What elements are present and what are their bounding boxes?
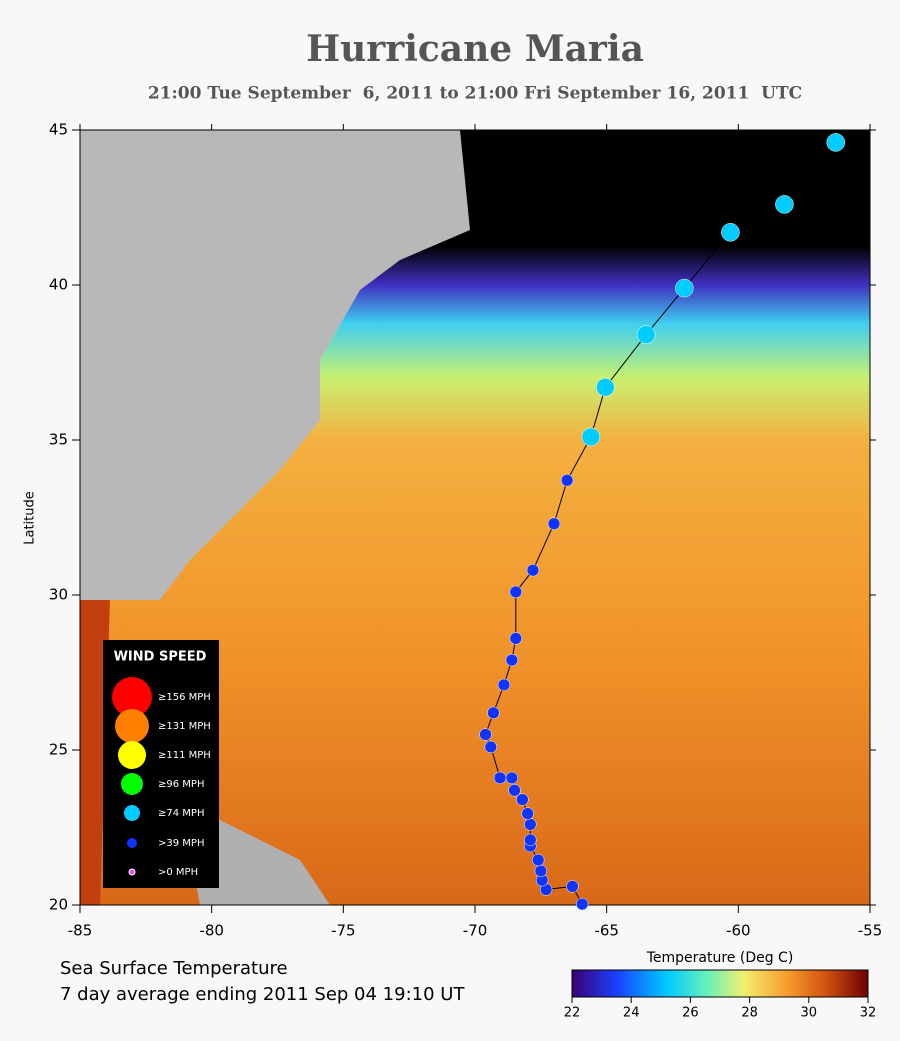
colorbar <box>571 969 869 998</box>
track-point <box>521 807 534 820</box>
track-point <box>547 517 561 530</box>
x-tick-label: -85 <box>68 922 93 940</box>
track-point <box>524 833 537 847</box>
track-point <box>575 897 589 911</box>
track-point <box>721 223 740 242</box>
legend-label: ≥131 MPH <box>158 721 211 732</box>
track-point <box>675 278 694 298</box>
legend-label: ≥156 MPH <box>158 692 211 703</box>
subtitle: 21:00 Tue September 6, 2011 to 21:00 Fri… <box>148 84 802 104</box>
y-tick-label: 20 <box>49 896 68 914</box>
track-point <box>479 728 492 741</box>
legend-label: ≥96 MPH <box>158 779 204 790</box>
x-tick-label: -55 <box>858 922 883 940</box>
legend-swatch <box>115 709 149 743</box>
legend-swatch <box>128 868 136 876</box>
track-point <box>509 585 523 599</box>
x-tick-label: -80 <box>199 922 224 940</box>
track-point <box>560 474 574 487</box>
legend-swatch <box>127 838 137 848</box>
track-point <box>566 880 579 893</box>
legend-label: >0 MPH <box>158 867 198 878</box>
track-point <box>531 853 545 867</box>
track-point <box>526 563 540 577</box>
x-tick-label: -65 <box>594 922 619 940</box>
legend-swatch <box>121 773 143 795</box>
track-point <box>505 771 519 785</box>
caption-line: Sea Surface Temperature <box>60 958 288 979</box>
cuba-coast <box>80 600 110 905</box>
land <box>80 130 470 600</box>
legend-label: ≥111 MPH <box>158 750 211 761</box>
y-tick-label: 25 <box>49 741 68 759</box>
legend-swatch <box>124 805 140 821</box>
x-tick-label: -75 <box>331 922 356 940</box>
track-point <box>826 133 846 152</box>
y-tick-label: 40 <box>49 276 68 294</box>
track-point <box>484 740 498 754</box>
track-point <box>636 325 656 344</box>
track-point <box>487 706 500 720</box>
legend-swatch <box>112 677 152 717</box>
colorbar-tick-label: 32 <box>860 1006 877 1021</box>
legend-label: >39 MPH <box>158 838 204 849</box>
legend-title: WIND SPEED <box>114 650 207 665</box>
legend-swatch <box>118 741 146 769</box>
track-point <box>775 195 794 214</box>
track-point <box>505 653 519 667</box>
track-point <box>596 378 615 397</box>
track-point <box>497 678 511 692</box>
x-tick-label: -70 <box>463 922 488 940</box>
legend-box <box>103 640 219 888</box>
track-point <box>509 632 523 645</box>
caption-line: 7 day average ending 2011 Sep 04 19:10 U… <box>60 984 465 1005</box>
track-point <box>516 793 529 806</box>
colorbar-label: Temperature (Deg C) <box>646 950 794 966</box>
track-point <box>524 818 537 831</box>
colorbar-tick-label: 22 <box>564 1006 581 1021</box>
colorbar-tick-label: 24 <box>623 1006 640 1021</box>
title: Hurricane Maria <box>306 28 644 70</box>
x-tick-label: -60 <box>726 922 751 940</box>
y-tick-label: 45 <box>49 121 68 139</box>
track-point <box>493 771 507 785</box>
track-point <box>581 427 601 447</box>
track-point <box>508 784 521 797</box>
colorbar-tick-label: 26 <box>682 1006 699 1021</box>
legend-label: ≥74 MPH <box>158 808 204 819</box>
y-tick-label: 35 <box>49 431 68 449</box>
track-point <box>534 864 548 878</box>
y-tick-label: 30 <box>49 586 68 604</box>
y-axis-label: Latitude <box>23 491 38 545</box>
colorbar-tick-label: 28 <box>741 1006 758 1021</box>
colorbar-tick-label: 30 <box>801 1006 818 1021</box>
